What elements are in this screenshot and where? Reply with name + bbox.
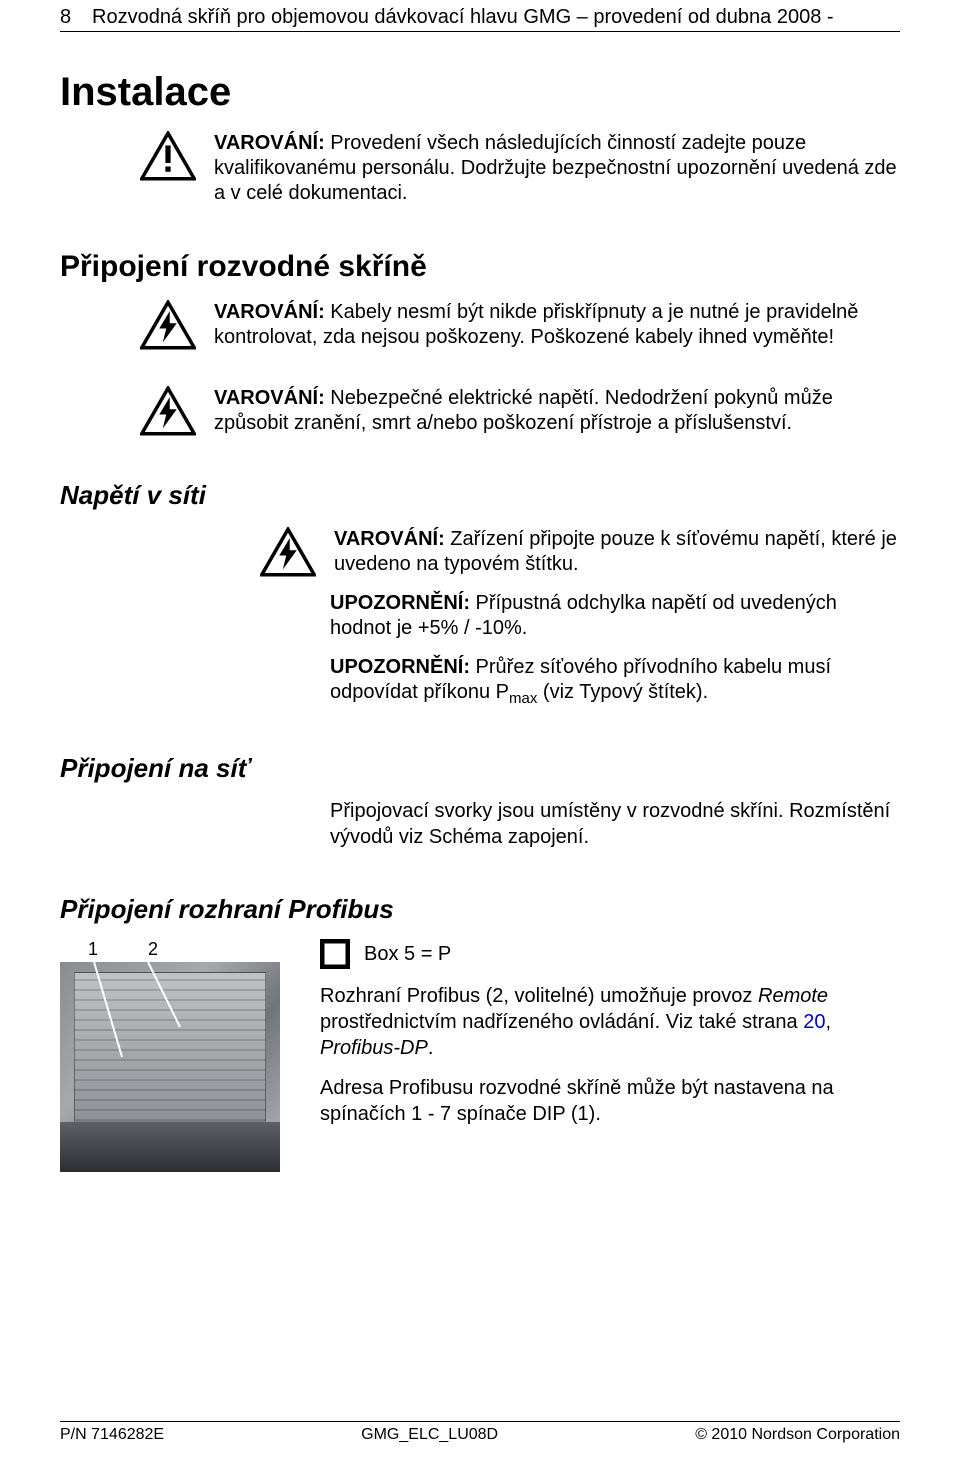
heading-pripojeni-sit: Připojení na síť <box>60 753 900 784</box>
page-number: 8 <box>60 6 78 29</box>
callout-1: 1 <box>88 939 98 960</box>
p1-pre: Rozhraní Profibus (2, volitelné) umožňuj… <box>320 985 758 1007</box>
warning-voltage: VAROVÁNÍ: Nebezpečné elektrické napětí. … <box>140 384 900 436</box>
footer-center: GMG_ELC_LU08D <box>361 1426 498 1444</box>
note-body-post: (viz Typový štítek). <box>537 681 708 703</box>
warning-label: VAROVÁNÍ: <box>214 132 325 154</box>
profibus-box-line: Box 5 = P <box>320 939 900 969</box>
p1-mid: prostřednictvím nadřízeného ovládání. Vi… <box>320 1011 803 1033</box>
warning-general: VAROVÁNÍ: Provedení všech následujících … <box>140 129 900 206</box>
header-title: Rozvodná skříň pro objemovou dávkovací h… <box>92 6 834 29</box>
footer-left: P/N 7146282E <box>60 1426 164 1444</box>
warning-mains-text: VAROVÁNÍ: Zařízení připojte pouze k síťo… <box>334 525 900 577</box>
warning-mains: VAROVÁNÍ: Zařízení připojte pouze k síťo… <box>260 525 900 577</box>
warning-voltage-text: VAROVÁNÍ: Nebezpečné elektrické napětí. … <box>214 384 900 436</box>
warning-general-text: VAROVÁNÍ: Provedení všech následujících … <box>214 129 900 206</box>
p1-em: Remote <box>758 985 828 1007</box>
note-tolerance: UPOZORNĚNÍ: Přípustná odchylka napětí od… <box>330 591 900 641</box>
electric-hazard-icon <box>140 386 196 436</box>
electric-hazard-icon <box>260 527 316 577</box>
heading-napeti: Napětí v síti <box>60 480 900 511</box>
box-icon <box>320 939 350 969</box>
warning-cables: VAROVÁNÍ: Kabely nesmí být nikde přiskří… <box>140 298 900 350</box>
warning-cables-text: VAROVÁNÍ: Kabely nesmí být nikde přiskří… <box>214 298 900 350</box>
heading-profibus: Připojení rozhraní Profibus <box>60 894 900 925</box>
page-footer: P/N 7146282E GMG_ELC_LU08D © 2010 Nordso… <box>60 1421 900 1444</box>
warning-label: VAROVÁNÍ: <box>334 528 445 550</box>
page-link-20[interactable]: 20 <box>803 1011 825 1033</box>
heading-pripojeni-rozvodne: Připojení rozvodné skříně <box>60 250 900 284</box>
profibus-image-column: 1 2 <box>60 939 280 1172</box>
note-cable-section: UPOZORNĚNÍ: Průřez síťového přívodního k… <box>330 655 900 709</box>
p1-post: , <box>825 1011 831 1033</box>
callout-2: 2 <box>148 939 158 960</box>
text-pripojeni-sit: Připojovací svorky jsou umístěny v rozvo… <box>330 798 900 850</box>
page-header: 8 Rozvodná skříň pro objemovou dávkovací… <box>60 0 900 32</box>
electric-hazard-icon <box>140 300 196 350</box>
profibus-paragraph-2: Adresa Profibusu rozvodné skříně může bý… <box>320 1075 900 1127</box>
p1-em2: Profibus‐DP <box>320 1037 428 1059</box>
p1-end: . <box>428 1037 434 1059</box>
profibus-box-text: Box 5 = P <box>364 941 451 967</box>
footer-right: © 2010 Nordson Corporation <box>695 1426 900 1444</box>
profibus-callout-labels: 1 2 <box>88 939 280 960</box>
warning-icon <box>140 131 196 181</box>
note-label: UPOZORNĚNÍ: <box>330 592 470 614</box>
warning-label: VAROVÁNÍ: <box>214 387 325 409</box>
profibus-photo <box>60 962 280 1172</box>
heading-instalace: Instalace <box>60 70 900 115</box>
note-label: UPOZORNĚNÍ: <box>330 656 470 678</box>
profibus-text-column: Box 5 = P Rozhraní Profibus (2, voliteln… <box>320 939 900 1141</box>
note-sub: max <box>509 690 537 707</box>
warning-label: VAROVÁNÍ: <box>214 301 325 323</box>
profibus-paragraph-1: Rozhraní Profibus (2, volitelné) umožňuj… <box>320 983 900 1061</box>
profibus-section: 1 2 Box 5 = P Rozhraní Profibus (2, voli… <box>60 939 900 1172</box>
